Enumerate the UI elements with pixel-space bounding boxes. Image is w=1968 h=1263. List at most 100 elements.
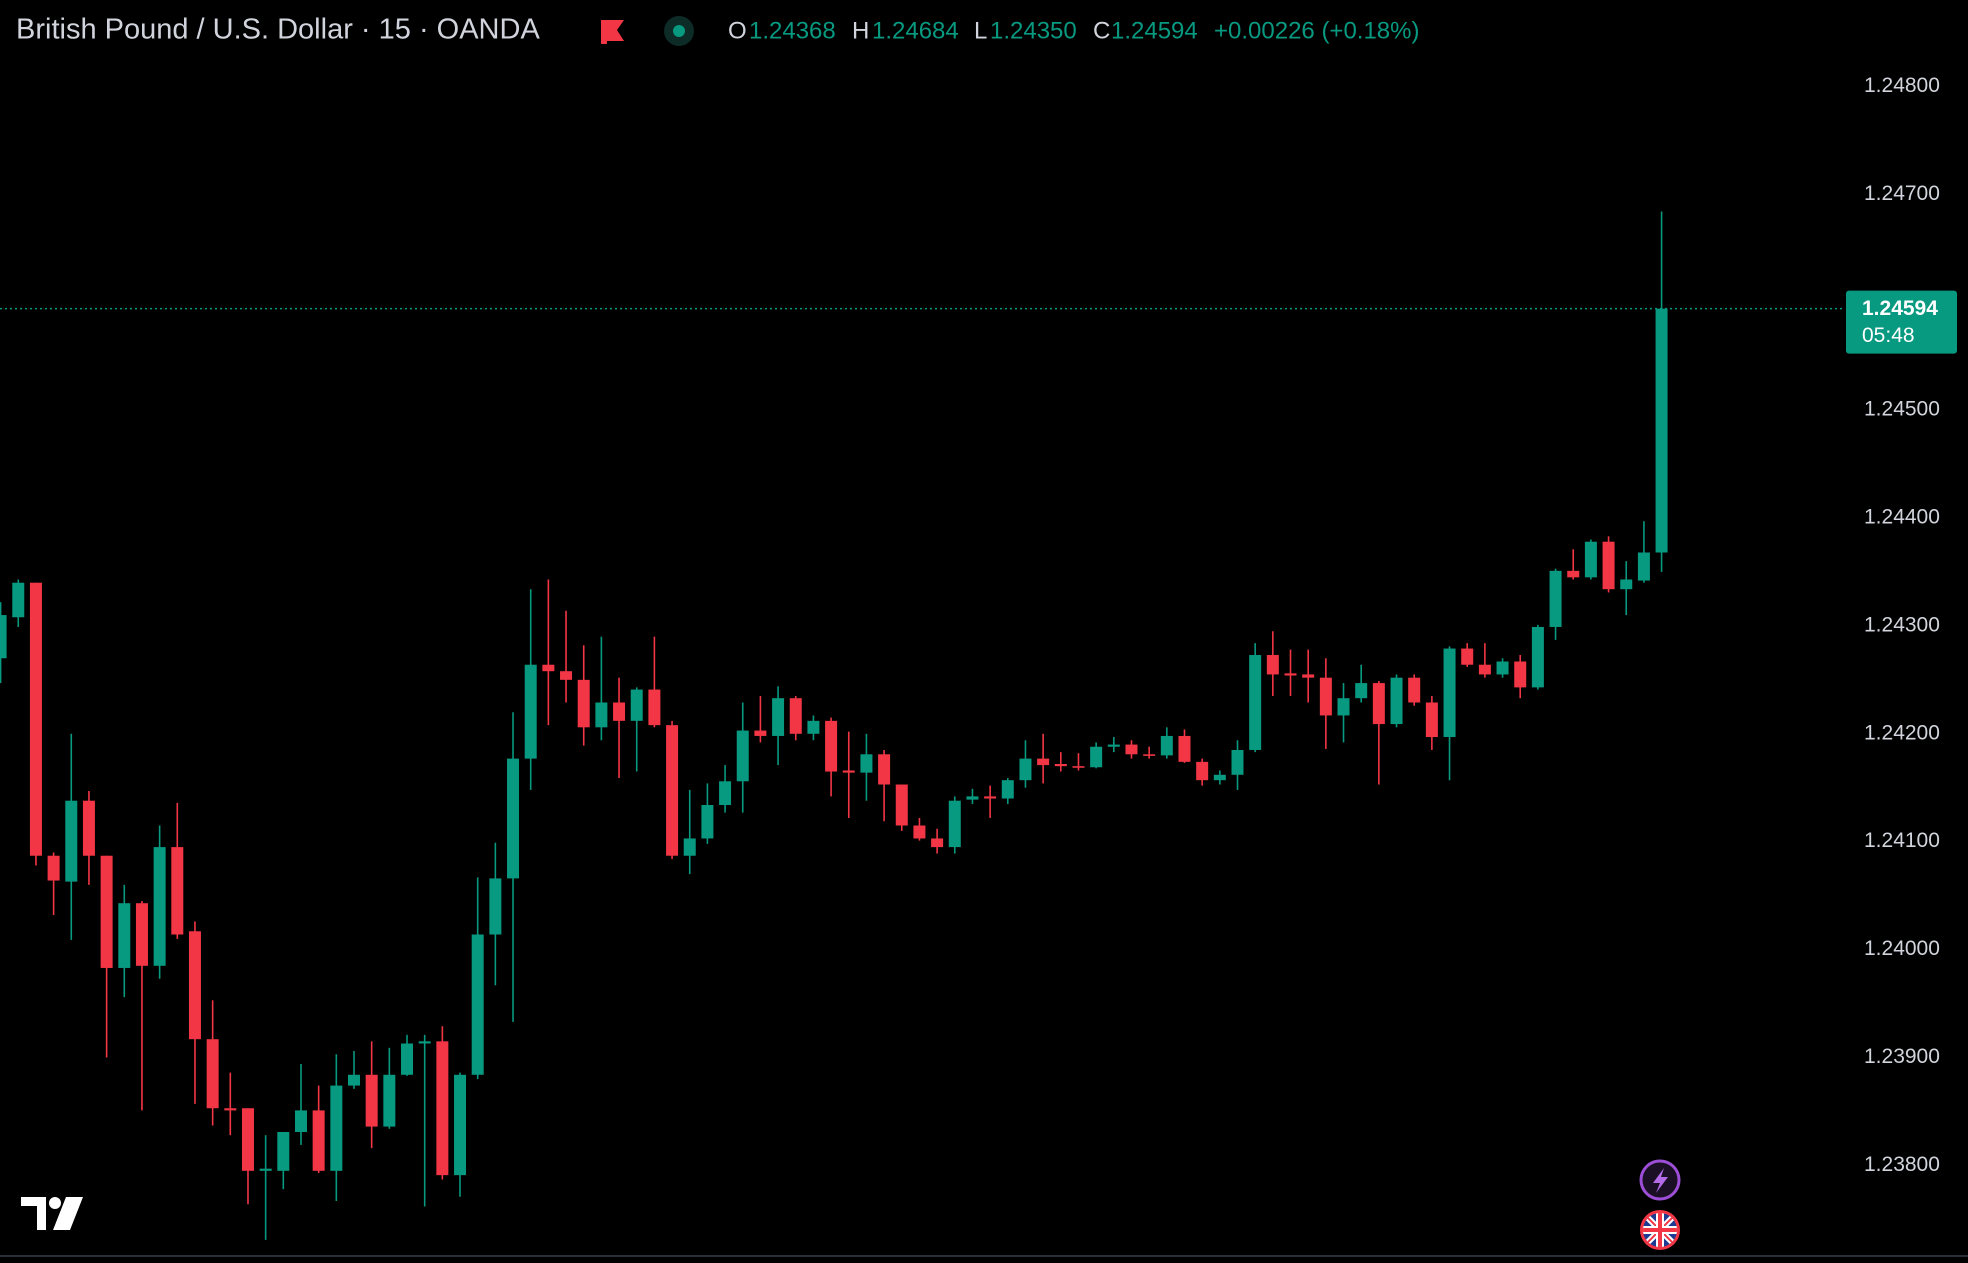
flag-icon[interactable] <box>601 20 624 44</box>
candle-body <box>842 770 855 773</box>
candle-body <box>1213 774 1226 781</box>
last-price-box <box>1846 290 1957 354</box>
candle-body <box>1072 766 1085 768</box>
candle-body <box>401 1043 414 1075</box>
flag-cross <box>1643 1213 1677 1247</box>
candle-body <box>1125 744 1138 755</box>
y-tick-label: 1.24100 <box>1864 829 1940 852</box>
candle-body <box>1249 655 1262 750</box>
ohlc-value: 1.24368 <box>749 17 836 44</box>
candle-body <box>789 698 802 734</box>
candle-body <box>984 796 997 799</box>
ohlc-value: 1.24350 <box>990 17 1077 44</box>
candle-body <box>1001 780 1014 799</box>
candle-body <box>1637 552 1650 581</box>
candle-body <box>595 702 608 728</box>
candle-body <box>489 878 502 935</box>
last-price-label: 1.24594 <box>1862 297 1938 320</box>
candle-body <box>1514 661 1527 688</box>
candle-body <box>383 1074 396 1127</box>
y-tick-label: 1.24200 <box>1864 721 1940 744</box>
candle-body <box>1178 735 1191 762</box>
candle-body <box>171 847 184 935</box>
candle-body <box>577 679 590 728</box>
ohlc-value: 1.24594 <box>1111 17 1198 44</box>
candle-body <box>542 664 555 672</box>
candle-body <box>1266 655 1279 675</box>
candle-body <box>418 1041 431 1044</box>
candle-body <box>471 934 484 1075</box>
candle-body <box>825 720 838 772</box>
candle-body <box>206 1039 219 1109</box>
candle-body <box>948 800 961 848</box>
candle-body <box>913 825 926 839</box>
candle-body <box>365 1074 378 1127</box>
countdown: 05:48 <box>1862 324 1915 347</box>
candle-body <box>719 781 732 806</box>
candle-body <box>1496 661 1509 675</box>
candle-body <box>277 1131 290 1171</box>
chart-title: British Pound / U.S. Dollar · 15 · OANDA <box>16 14 540 46</box>
ohlc-key: H <box>852 17 869 44</box>
candle-body <box>1231 749 1244 775</box>
tv-logo[interactable] <box>21 1197 83 1230</box>
candle-body <box>648 689 661 726</box>
candle-body <box>65 800 78 882</box>
icon-glyph <box>1653 1168 1668 1193</box>
candle-body <box>1655 308 1668 553</box>
candle-body <box>12 582 25 618</box>
ohlc-key: O <box>728 17 747 44</box>
candle-body <box>524 664 537 759</box>
candle-body <box>1478 664 1491 675</box>
uk-flag-icon[interactable] <box>1640 1210 1680 1250</box>
y-tick-label: 1.24000 <box>1864 937 1940 960</box>
candle-body <box>1319 677 1332 716</box>
candle-body <box>1408 677 1421 703</box>
y-tick-label: 1.24800 <box>1864 74 1940 97</box>
candle-body <box>294 1110 307 1132</box>
candle-body <box>1425 702 1438 738</box>
candle-body <box>100 855 113 968</box>
candle-body <box>241 1108 254 1171</box>
candle-body <box>0 615 7 659</box>
candle-body <box>330 1085 343 1171</box>
ohlc-value: 1.24684 <box>872 17 959 44</box>
candle-body <box>118 903 131 968</box>
candle-body <box>1567 570 1580 578</box>
candle-body <box>560 671 573 680</box>
candle-body <box>807 720 820 734</box>
y-tick-label: 1.24300 <box>1864 613 1940 636</box>
candle-body <box>135 903 148 966</box>
candle-body <box>1531 626 1544 688</box>
candle-body <box>772 698 785 736</box>
candle-body <box>613 702 626 721</box>
candle-body <box>348 1074 360 1086</box>
candle-body <box>931 838 944 848</box>
candle-body <box>1337 698 1350 716</box>
logo-part <box>21 1197 46 1230</box>
candle-body <box>436 1041 449 1176</box>
logo-part <box>53 1197 83 1230</box>
lightning-icon[interactable] <box>1639 1159 1681 1201</box>
candle-body <box>966 796 979 800</box>
y-tick-label: 1.23900 <box>1864 1045 1940 1068</box>
candle-body <box>1196 761 1209 781</box>
candle-body <box>1461 648 1474 665</box>
candle-body <box>1302 674 1315 678</box>
candle-body <box>860 754 873 773</box>
candle-body <box>224 1108 237 1111</box>
candle-body <box>1620 579 1633 590</box>
candle-body <box>1107 744 1120 747</box>
y-tick-label: 1.24500 <box>1864 398 1940 421</box>
ohlc-key: L <box>974 17 987 44</box>
candle-body <box>188 931 201 1040</box>
candle-body <box>1160 735 1173 756</box>
status-dot <box>673 25 685 37</box>
candle-body <box>153 847 166 966</box>
y-tick-label: 1.24700 <box>1864 182 1940 205</box>
change: +0.00226 (+0.18%) <box>1214 17 1420 44</box>
candle-body <box>454 1074 467 1176</box>
candle-body <box>47 855 60 881</box>
